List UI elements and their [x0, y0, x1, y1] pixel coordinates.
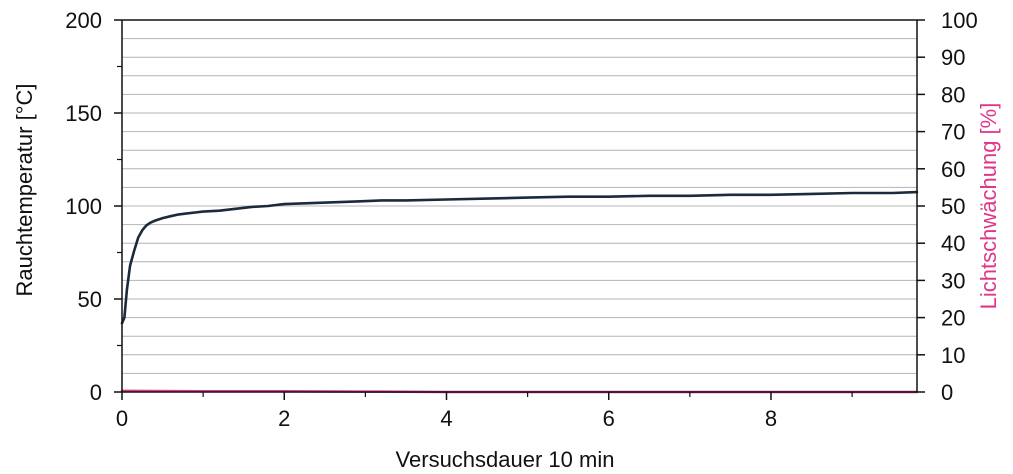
y-left-tick-label: 0	[90, 380, 102, 405]
x-tick-label: 6	[603, 406, 615, 431]
y-right-tick-label: 70	[941, 120, 965, 145]
y-left-tick-label: 50	[78, 287, 102, 312]
axes	[114, 19, 925, 400]
gridlines	[122, 38, 917, 374]
series-line-left	[120, 190, 919, 325]
x-tick-label: 4	[440, 406, 452, 431]
y-right-tick-label: 60	[941, 157, 965, 182]
y-right-tick-label: 80	[941, 82, 965, 107]
y-right-tick-label: 0	[941, 380, 953, 405]
x-tick-label: 8	[765, 406, 777, 431]
y-right-tick-label: 10	[941, 343, 965, 368]
series-layer	[120, 190, 919, 394]
tick-labels: 0 50 100 150 200 0 10 20 30 40 50 60 70 80 90 100 0 2 4 6 8	[65, 8, 977, 431]
y-right-tick-label: 30	[941, 268, 965, 293]
y-right-tick-label: 20	[941, 306, 965, 331]
y-left-tick-label: 150	[65, 101, 102, 126]
x-tick-label: 0	[116, 406, 128, 431]
y-left-tick-label: 200	[65, 8, 102, 33]
x-tick-label: 2	[278, 406, 290, 431]
x-axis-title: Versuchsdauer 10 min	[396, 447, 615, 472]
y-axis-left-title: Rauchtemperatur [°C]	[12, 84, 37, 297]
y-axis-right-title: Lichtschwächung [%]	[976, 103, 1001, 310]
y-right-tick-label: 90	[941, 45, 965, 70]
y-right-tick-label: 100	[941, 8, 978, 33]
y-right-tick-label: 40	[941, 231, 965, 256]
y-left-tick-label: 100	[65, 194, 102, 219]
y-right-tick-label: 50	[941, 194, 965, 219]
